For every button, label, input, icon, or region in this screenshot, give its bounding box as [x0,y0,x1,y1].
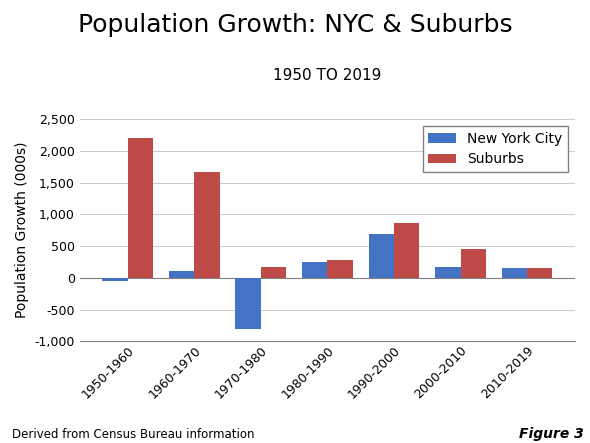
Legend: New York City, Suburbs: New York City, Suburbs [423,126,568,172]
Bar [527,268,552,278]
Bar [369,234,394,278]
Bar [461,249,486,278]
Bar [435,267,461,278]
Bar [194,172,219,278]
Bar [169,271,194,278]
Text: Derived from Census Bureau information: Derived from Census Bureau information [12,428,254,441]
Bar [102,278,127,281]
Bar [327,260,353,278]
Y-axis label: Population Growth (000s): Population Growth (000s) [15,142,29,319]
Bar [502,268,527,278]
Bar [394,224,419,278]
Title: 1950 TO 2019: 1950 TO 2019 [273,68,382,83]
Text: Figure 3: Figure 3 [519,427,584,441]
Bar [235,278,261,329]
Bar [127,138,153,278]
Bar [302,262,327,278]
Bar [261,267,286,278]
Text: Population Growth: NYC & Suburbs: Population Growth: NYC & Suburbs [78,13,512,37]
